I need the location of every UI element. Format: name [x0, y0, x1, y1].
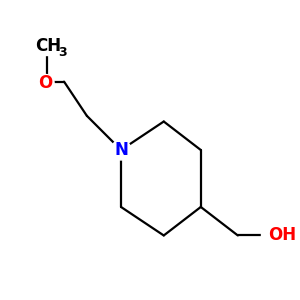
Bar: [261, 226, 289, 245]
Bar: [34, 37, 63, 55]
Circle shape: [111, 140, 131, 160]
Text: OH: OH: [268, 226, 296, 244]
Text: 3: 3: [58, 46, 67, 59]
Text: N: N: [114, 141, 128, 159]
Circle shape: [37, 74, 54, 92]
Text: O: O: [38, 74, 53, 92]
Text: CH: CH: [36, 37, 62, 55]
